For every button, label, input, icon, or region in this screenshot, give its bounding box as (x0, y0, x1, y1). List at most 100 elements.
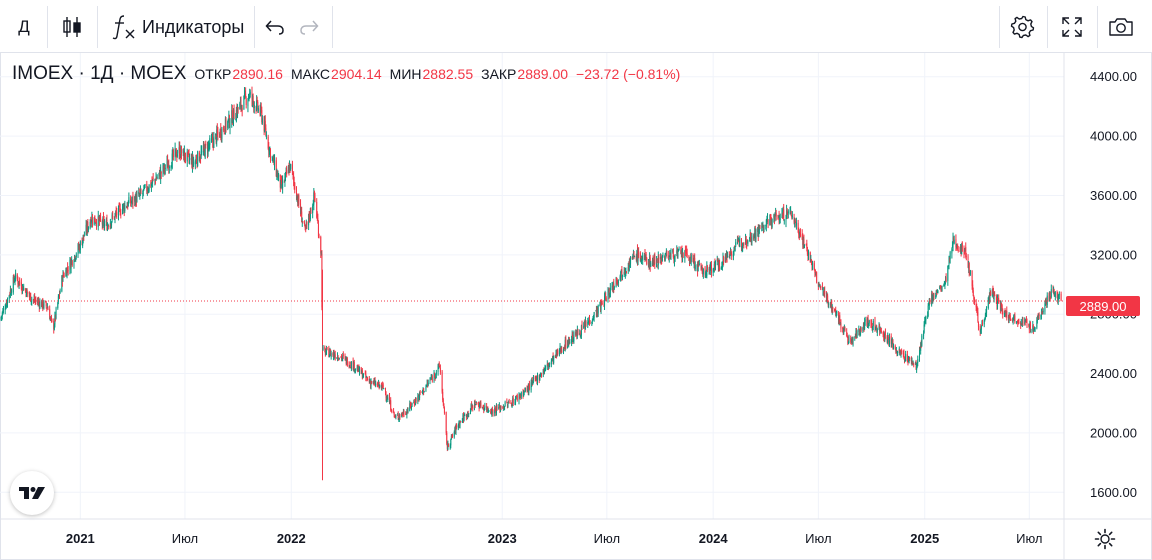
candle-body (852, 337, 854, 345)
candle-body (653, 257, 655, 265)
candle-body (702, 268, 704, 275)
candle-body (527, 385, 529, 392)
candle-body (858, 329, 860, 334)
candle-body (743, 242, 745, 245)
candle-body (171, 166, 173, 168)
candle-body (965, 256, 967, 258)
candle-body (344, 356, 346, 358)
candle-body (321, 277, 323, 364)
candle-body (597, 307, 599, 315)
screenshot-button[interactable] (1104, 5, 1138, 49)
candle-body (82, 240, 84, 246)
candle-body (503, 406, 505, 409)
candle-body (257, 108, 259, 112)
candle-body (638, 251, 640, 254)
candle-body (43, 301, 45, 308)
candle-body (558, 350, 560, 355)
candle-body (484, 405, 486, 408)
candle-body (750, 238, 752, 242)
candle-body (819, 284, 821, 286)
candle-body (71, 260, 73, 266)
candle-body (228, 115, 230, 127)
candle-body (341, 356, 343, 359)
candle-body (506, 404, 508, 406)
candle-body (690, 254, 692, 262)
candle-body (285, 172, 287, 177)
candle-body (787, 211, 789, 214)
redo-button[interactable] (294, 5, 324, 49)
candle-body (204, 149, 206, 157)
candle-body (559, 346, 561, 351)
candle-body (546, 364, 548, 367)
candle-body (507, 402, 509, 407)
chart-type-button[interactable] (55, 5, 89, 49)
candle-body (265, 135, 267, 138)
candle-body (17, 279, 19, 284)
candles-icon (63, 17, 81, 37)
candle-body (909, 358, 911, 360)
candle-body (438, 363, 440, 367)
candle-body (545, 365, 547, 370)
candle-body (815, 273, 817, 275)
candle-body (7, 298, 9, 305)
candle-body (573, 332, 575, 342)
candle-body (866, 318, 868, 325)
scale-settings-button[interactable] (1092, 526, 1118, 552)
candle-body (434, 377, 436, 378)
candle-body (255, 106, 257, 111)
fx-icon (112, 15, 135, 40)
candle-body (556, 350, 558, 355)
candle-body (786, 209, 788, 213)
candle-body (423, 388, 425, 393)
candle-body (746, 242, 748, 245)
candle-body (236, 108, 238, 116)
candle-body (353, 362, 355, 371)
price-chart[interactable]: 1600.002000.002400.002800.003200.003600.… (0, 53, 1152, 560)
candle-body (757, 227, 759, 233)
candle-body (895, 349, 897, 352)
candle-body (219, 133, 221, 138)
settings-button[interactable] (1006, 5, 1040, 49)
candle-body (600, 303, 602, 310)
candle-body (345, 357, 347, 359)
candle-body (724, 256, 726, 262)
candle-body (665, 253, 667, 255)
candle-body (82, 234, 84, 241)
candle-body (102, 217, 104, 227)
indicators-button[interactable]: Индикаторы (104, 5, 252, 49)
candle-body (947, 266, 949, 267)
candle-body (220, 136, 222, 138)
candle-body (694, 265, 696, 270)
undo-button[interactable] (260, 5, 290, 49)
candle-body (777, 215, 779, 217)
change-value: −23.72 (−0.81%) (576, 66, 681, 82)
candle-body (669, 252, 671, 258)
candle-body (116, 212, 118, 215)
candle-body (617, 281, 619, 284)
candle-body (975, 303, 977, 308)
candle-body (727, 256, 729, 257)
candle-body (37, 300, 39, 303)
candle-body (38, 302, 40, 308)
candle-body (492, 410, 494, 415)
candle-body (168, 164, 170, 170)
candle-body (786, 210, 788, 219)
candle-body (976, 307, 978, 310)
candle-body (289, 163, 291, 171)
candle-body (969, 270, 971, 275)
candle-body (208, 144, 210, 146)
candle-body (310, 208, 312, 214)
candle-body (842, 328, 844, 329)
candle-body (868, 323, 870, 327)
candle-body (903, 357, 905, 361)
period-button[interactable]: Д (8, 5, 40, 49)
candle-body (515, 396, 517, 399)
tradingview-logo[interactable] (10, 471, 54, 515)
candle-body (349, 365, 351, 367)
candle-body (931, 293, 933, 305)
candle-body (324, 349, 326, 355)
candle-body (9, 289, 11, 296)
candle-body (33, 299, 35, 301)
fullscreen-button[interactable] (1055, 5, 1089, 49)
candle-body (466, 416, 468, 418)
